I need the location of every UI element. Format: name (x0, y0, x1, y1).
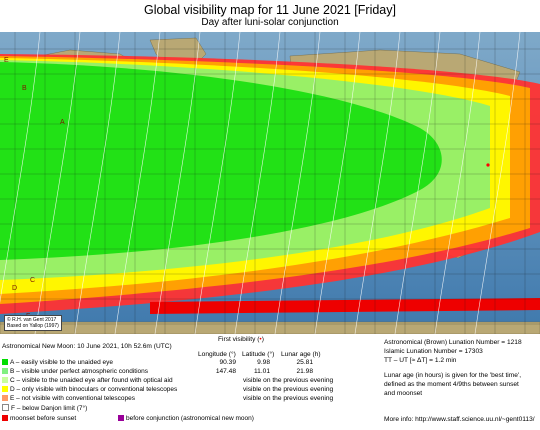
legend-row-b: B – visible under perfect atmospheric co… (2, 368, 148, 376)
legend-swatch-a (2, 359, 8, 365)
legend-row-e: E – not visible with conventional telesc… (2, 395, 135, 403)
lunation-number-1: Astronomical (Brown) Lunation Number = 1… (384, 339, 522, 346)
note-c: visible on the previous evening (243, 377, 334, 384)
legend-row-d: D – only visible with binoculars or conv… (2, 386, 177, 394)
lunation-number-2: Islamic Lunation Number = 17303 (384, 348, 483, 355)
moonset-swatch (2, 415, 8, 421)
footer-moonset: moonset before sunset (2, 415, 76, 423)
credit-line-1: © R.H. van Gent 2017 (7, 317, 57, 323)
lunar-age-note-2: defined as the moment 4/9ths between sun… (384, 381, 519, 388)
zone-label-c: C (30, 277, 35, 284)
legend-swatch-d (2, 386, 8, 392)
lunar-age-b: 21.98 (296, 368, 313, 375)
legend-swatch-b (2, 368, 8, 374)
note-d: visible on the previous evening (243, 386, 334, 393)
latitude-a: 9.98 (257, 359, 270, 366)
lunar-age-curves (0, 32, 521, 334)
legend-swatch-f (2, 404, 9, 411)
footer-conjunction: before conjunction (astronomical new moo… (118, 415, 254, 423)
first-visibility-marker (486, 163, 490, 167)
lunar-age-note-1: Lunar age (in hours) is given for the 'b… (384, 372, 522, 379)
zone-label-e: E (4, 57, 9, 64)
latitude-b: 11.01 (253, 368, 270, 375)
col-header-lunar-age: Lunar age (h) (281, 351, 321, 358)
legend-row-f: F – below Danjon limit (7°) (2, 404, 87, 412)
legend-swatch-c (2, 377, 8, 383)
conjunction-swatch (118, 415, 124, 421)
note-e: visible on the previous evening (243, 395, 334, 402)
credit-line-2: Based on Yallop (1997) (7, 323, 59, 329)
lunar-age-note-3: and moonset (384, 390, 423, 397)
col-header-longitude: Longitude (°) (198, 351, 236, 358)
map-credit: © R.H. van Gent 2017 Based on Yallop (19… (4, 315, 62, 331)
longitude-a: 90.39 (219, 359, 236, 366)
graticule (0, 32, 540, 334)
visibility-map: A B C D E F (0, 32, 540, 334)
legend-row-c: C – visible to the unaided eye after fou… (2, 377, 173, 385)
lunar-age-a: 25.81 (296, 359, 313, 366)
legend-row-a: A – easily visible to the unaided eye (2, 359, 113, 367)
longitude-b: 147.48 (215, 368, 236, 375)
first-visibility-header: First visibility (•) (218, 336, 264, 343)
more-info-link[interactable]: More info: http://www.staff.science.uu.n… (384, 416, 535, 423)
new-moon-info: Astronomical New Moon: 10 June 2021, 10h… (2, 343, 172, 350)
zone-label-d: D (12, 285, 17, 292)
page-title: Global visibility map for 11 June 2021 [… (144, 3, 396, 17)
col-header-latitude: Latitude (°) (242, 351, 275, 358)
page-subtitle: Day after luni-solar conjunction (201, 17, 339, 28)
zone-label-b: B (22, 85, 27, 92)
tt-ut: TT – UT [≈ ΔT] = 1.2 min (384, 357, 457, 364)
zone-label-a: A (60, 119, 65, 126)
antarctica (0, 321, 540, 334)
legend-swatch-e (2, 395, 8, 401)
right-info-panel: Astronomical (Brown) Lunation Number = 1… (384, 339, 540, 409)
